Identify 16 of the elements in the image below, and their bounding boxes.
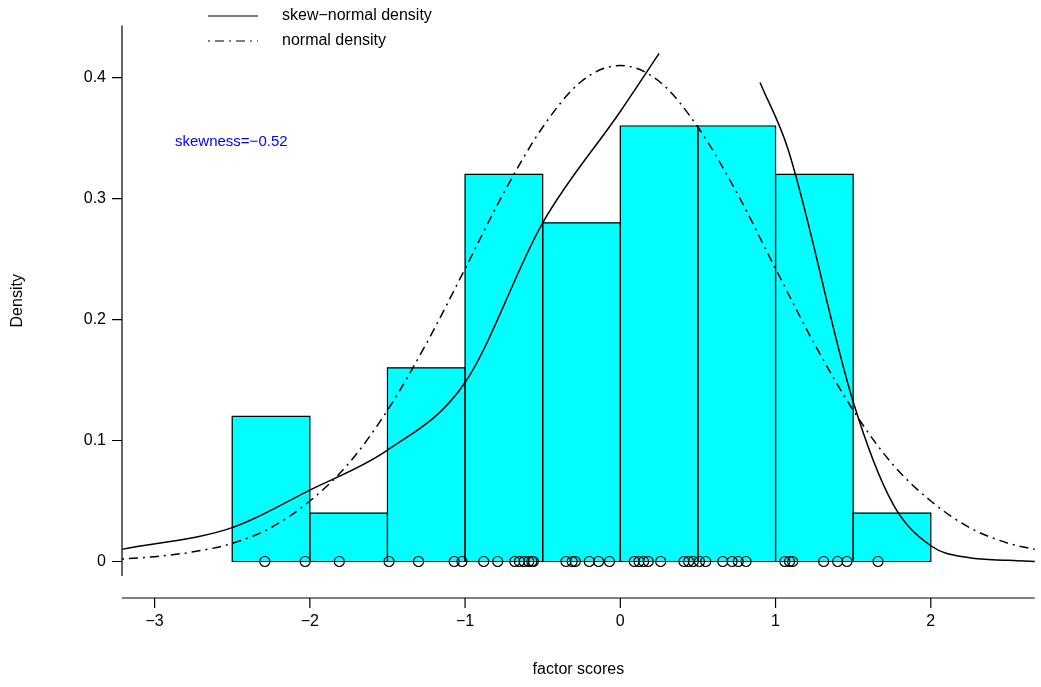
x-axis-title: factor scores	[532, 659, 625, 677]
y-tick-label: 0.3	[83, 188, 107, 206]
y-tick-label: 0	[97, 551, 107, 569]
x-tick-label: 2	[926, 612, 936, 630]
y-tick-label: 0.4	[83, 68, 107, 86]
x-tick-label: −1	[455, 612, 475, 630]
legend-label: skew−normal density	[282, 6, 432, 24]
legend-label: normal density	[282, 31, 387, 49]
y-tick-label: 0.1	[83, 430, 107, 448]
y-tick-label: 0.2	[83, 309, 107, 327]
x-tick-label: 0	[615, 612, 625, 630]
y-axis-title: Density	[8, 274, 26, 328]
x-tick-label: −2	[300, 612, 320, 630]
annotation: skewness=−0.52	[175, 131, 288, 149]
x-tick-label: −3	[145, 612, 164, 630]
x-tick-label: 1	[771, 612, 781, 630]
